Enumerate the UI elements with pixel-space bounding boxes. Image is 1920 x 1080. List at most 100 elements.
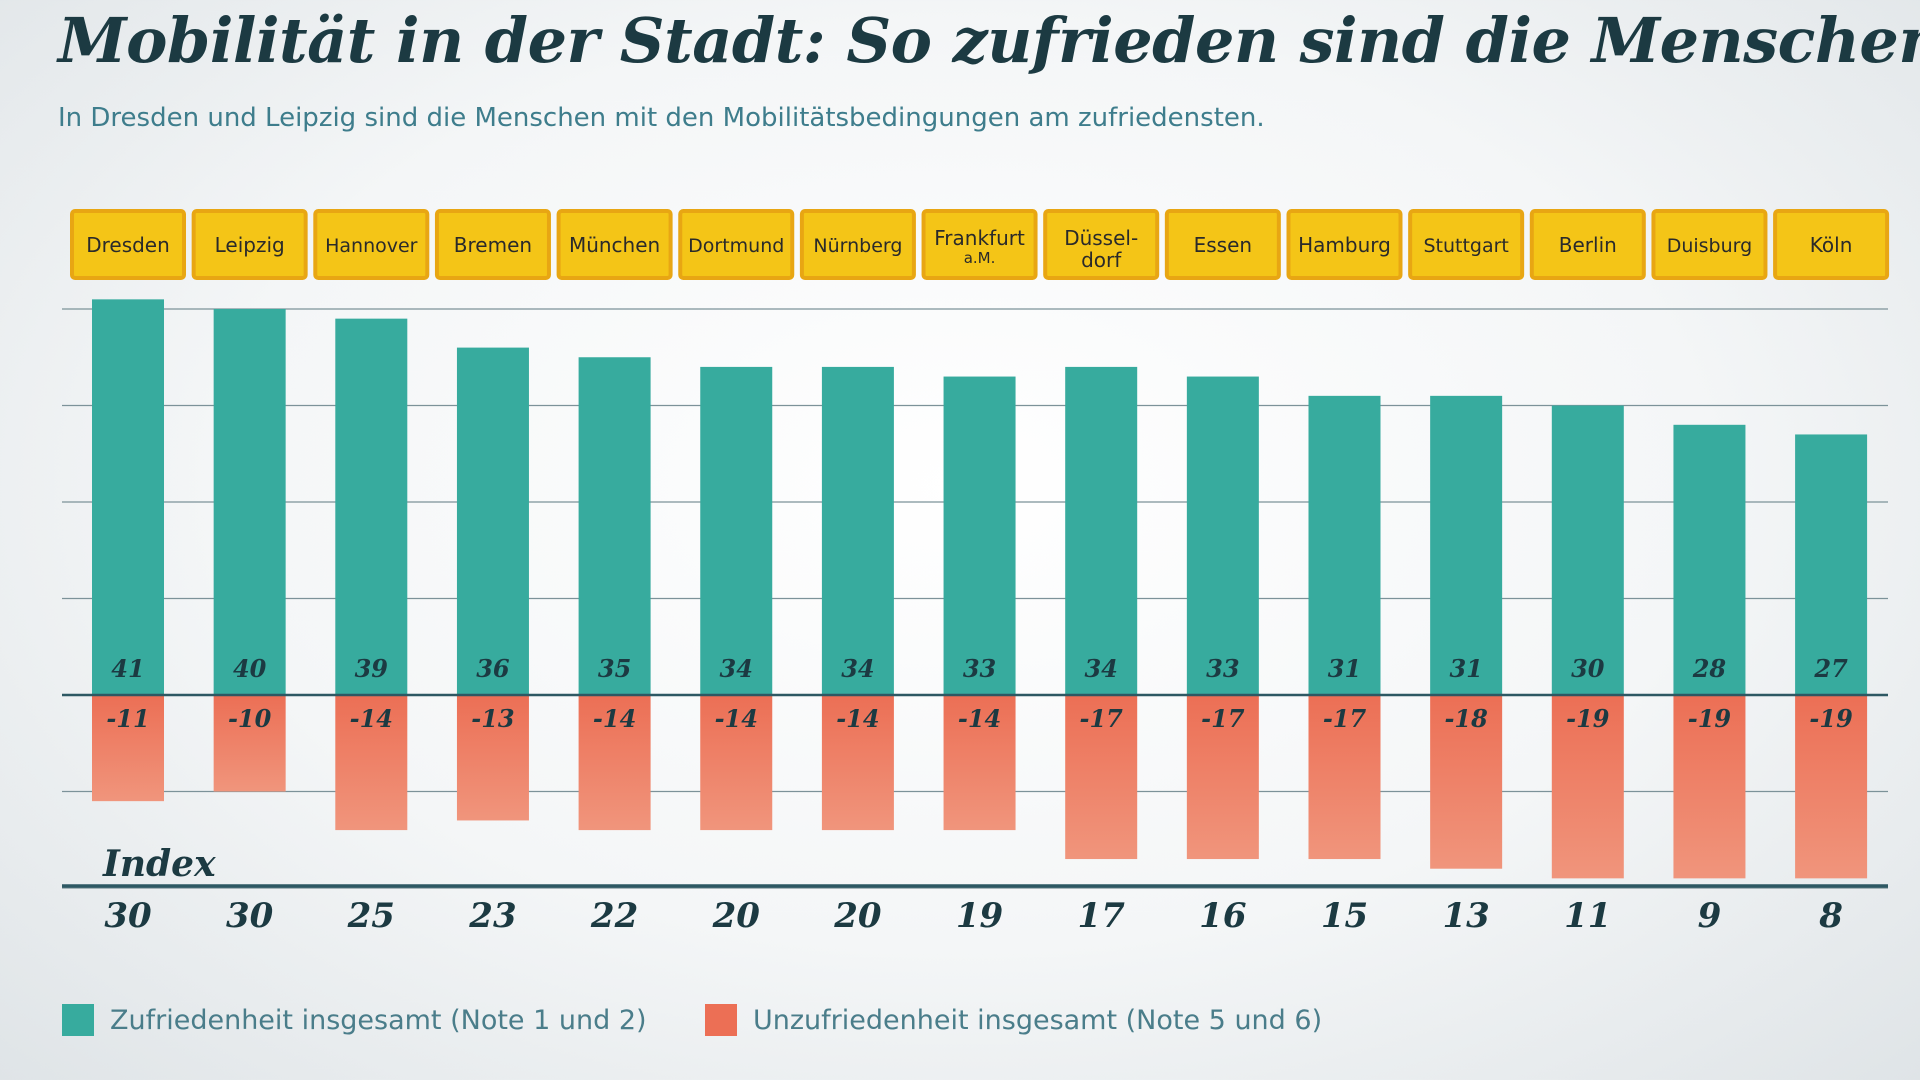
legend-label-dissatisfaction: Unzufriedenheit insgesamt (Note 5 und 6)	[753, 1004, 1323, 1036]
data-label-satisfaction: 41	[111, 654, 144, 683]
legend-dissatisfaction: Unzufriedenheit insgesamt (Note 5 und 6)	[705, 1004, 1322, 1036]
city-label-sub: dorf	[1081, 248, 1122, 272]
data-label-dissatisfaction: -11	[106, 704, 149, 733]
data-label-satisfaction: 31	[1449, 654, 1482, 683]
data-label-satisfaction: 34	[1084, 654, 1117, 683]
data-label-dissatisfaction: -14	[350, 704, 393, 733]
bar-satisfaction	[213, 309, 286, 695]
index-value: 13	[1442, 896, 1489, 936]
bar-satisfaction	[821, 366, 894, 695]
index-value: 9	[1698, 896, 1722, 936]
bar-dissatisfaction	[1673, 695, 1746, 879]
bar-satisfaction	[943, 376, 1016, 695]
chart-title: Mobilität in der Stadt: So zufrieden sin…	[58, 4, 1920, 77]
index-value: 19	[956, 896, 1003, 936]
data-label-dissatisfaction: -19	[1809, 704, 1853, 733]
index-value: 11	[1564, 896, 1611, 936]
data-label-satisfaction: 35	[598, 654, 631, 683]
index-value: 22	[590, 896, 638, 936]
city-label-box	[921, 209, 1038, 280]
legend-swatch-dissatisfaction	[705, 1004, 737, 1036]
city-label: Leipzig	[215, 233, 285, 257]
index-value: 8	[1818, 896, 1843, 936]
data-label-satisfaction: 33	[1206, 654, 1239, 683]
index-label: Index	[102, 843, 216, 885]
chart-subtitle: In Dresden und Leipzig sind die Menschen…	[58, 103, 1265, 133]
city-label-box	[70, 209, 186, 280]
bar-satisfaction	[1065, 366, 1138, 695]
bar-satisfaction	[700, 366, 773, 695]
bar-dissatisfaction	[1186, 695, 1259, 860]
city-label-box	[1164, 209, 1281, 280]
city-label-box	[799, 209, 916, 280]
bar-dissatisfaction	[213, 695, 286, 792]
data-label-dissatisfaction: -19	[1566, 704, 1610, 733]
bar-dissatisfaction	[1065, 695, 1138, 860]
data-label-dissatisfaction: -13	[471, 704, 514, 733]
city-label-box	[191, 209, 308, 280]
index-value: 30	[226, 896, 274, 936]
index-value: 16	[1199, 896, 1246, 936]
bar-satisfaction	[1186, 376, 1259, 695]
city-label-box	[1773, 209, 1890, 280]
city-label-box	[678, 209, 795, 280]
bar-dissatisfaction	[1308, 695, 1381, 860]
data-label-dissatisfaction: -10	[228, 704, 272, 733]
data-label-satisfaction: 28	[1692, 654, 1727, 683]
data-label-satisfaction: 40	[233, 654, 267, 683]
bar-satisfaction	[1795, 434, 1868, 695]
data-label-satisfaction: 33	[963, 654, 996, 683]
data-label-satisfaction: 36	[476, 654, 510, 683]
city-label: Berlin	[1559, 233, 1617, 257]
bar-dissatisfaction	[1551, 695, 1624, 879]
data-label-satisfaction: 34	[720, 654, 753, 683]
bar-satisfaction	[1308, 395, 1381, 695]
city-label: Dortmund	[688, 235, 784, 257]
city-label: Düssel-	[1064, 226, 1138, 250]
city-label-box	[556, 209, 673, 280]
data-label-dissatisfaction: -14	[593, 704, 636, 733]
city-label: München	[569, 233, 660, 257]
bar-dissatisfaction	[335, 695, 408, 831]
bar-dissatisfaction	[700, 695, 773, 831]
bar-dissatisfaction	[943, 695, 1016, 831]
bar-dissatisfaction	[92, 695, 164, 802]
city-label-box	[1043, 209, 1160, 280]
data-label-dissatisfaction: -14	[836, 704, 879, 733]
bar-satisfaction	[578, 357, 651, 695]
data-label-satisfaction: 34	[841, 654, 874, 683]
index-value: 15	[1321, 896, 1368, 936]
city-label: Hannover	[325, 235, 418, 257]
bar-dissatisfaction	[456, 695, 529, 821]
index-value: 23	[468, 896, 516, 936]
index-value: 17	[1078, 896, 1126, 936]
data-label-dissatisfaction: -17	[1323, 704, 1367, 733]
city-label: Hamburg	[1298, 233, 1391, 257]
data-label-dissatisfaction: -19	[1688, 704, 1732, 733]
data-label-satisfaction: 30	[1571, 654, 1605, 683]
city-label: Frankfurt	[934, 226, 1025, 250]
legend-satisfaction: Zufriedenheit insgesamt (Note 1 und 2)	[62, 1004, 647, 1036]
data-label-satisfaction: 31	[1328, 654, 1361, 683]
index-value: 25	[347, 896, 395, 936]
data-label-dissatisfaction: -14	[715, 704, 758, 733]
bar-satisfaction	[1430, 395, 1503, 695]
bar-dissatisfaction	[1430, 695, 1503, 869]
bar-satisfaction	[1673, 424, 1746, 695]
index-value: 20	[833, 896, 882, 936]
city-label-box	[1651, 209, 1768, 280]
city-label-box	[434, 209, 551, 280]
city-label: Dresden	[86, 233, 170, 257]
legend-label-satisfaction: Zufriedenheit insgesamt (Note 1 und 2)	[110, 1004, 647, 1036]
data-label-satisfaction: 39	[355, 654, 389, 683]
city-label: Essen	[1194, 233, 1252, 257]
city-label-sub: a.M.	[964, 249, 996, 267]
index-value: 20	[712, 896, 761, 936]
data-label-dissatisfaction: -17	[1201, 704, 1245, 733]
city-label: Bremen	[454, 233, 532, 257]
city-label-box	[1529, 209, 1646, 280]
legend-swatch-satisfaction	[62, 1004, 94, 1036]
city-label-box	[1286, 209, 1403, 280]
index-value: 30	[104, 896, 152, 936]
